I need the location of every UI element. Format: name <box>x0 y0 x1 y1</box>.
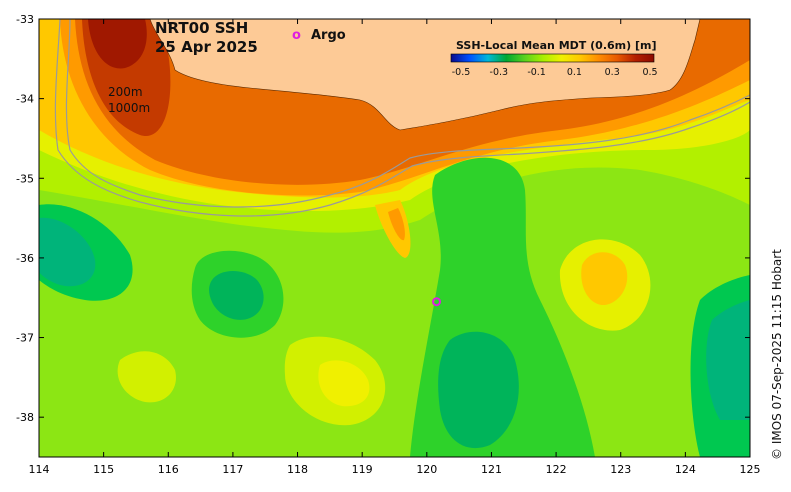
lon-tick-label: 123 <box>610 463 631 476</box>
lon-tick-label: 124 <box>675 463 696 476</box>
ssh-low-west-core <box>39 217 96 287</box>
argo-float-marker[interactable] <box>432 297 442 307</box>
contour-label-200m: 200m <box>108 85 143 99</box>
lat-tick-label: -34 <box>16 93 34 106</box>
colorbar-tick-label: -0.3 <box>490 67 509 78</box>
latitude-axis: -33 -34 -35 -36 -37 -38 <box>16 13 750 424</box>
lon-tick-label: 118 <box>287 463 308 476</box>
plot-area <box>39 19 750 457</box>
lat-tick-label: -37 <box>16 332 34 345</box>
lat-tick-label: -36 <box>16 252 34 265</box>
lon-tick-label: 115 <box>93 463 114 476</box>
ssh-high-east-core <box>581 252 628 306</box>
lon-tick-label: 117 <box>222 463 243 476</box>
argo-legend-icon: o <box>292 28 301 43</box>
colorbar-tick-label: 0.5 <box>642 67 657 78</box>
ssh-field-darkred <box>88 19 147 69</box>
colorbar <box>450 53 655 63</box>
ssh-eddy-tongue <box>375 200 411 258</box>
map-title-line1: NRT00 SSH <box>155 19 248 37</box>
colorbar-tick-label: -0.5 <box>452 67 471 78</box>
longitude-axis: 114 115 116 117 118 119 120 121 122 123 124 125 <box>29 19 761 476</box>
colorbar-tick-label: -0.1 <box>527 67 546 78</box>
lon-tick-label: 121 <box>481 463 502 476</box>
lat-tick-label: -38 <box>16 411 34 424</box>
lon-tick-label: 116 <box>158 463 179 476</box>
lon-tick-label: 125 <box>740 463 761 476</box>
ssh-low-meander-core <box>438 331 519 449</box>
lat-tick-label: -35 <box>16 172 34 185</box>
colorbar-ticks: -0.5 -0.3 -0.1 0.1 0.3 0.5 <box>452 67 658 78</box>
ssh-eddy-tongue-core <box>388 208 405 241</box>
land-australia <box>149 19 701 131</box>
ssh-high-south-core <box>318 360 370 407</box>
plot-frame <box>38 18 751 458</box>
colorbar-tick-label: 0.1 <box>567 67 582 78</box>
lon-tick-label: 122 <box>546 463 567 476</box>
argo-legend-label: Argo <box>311 28 346 43</box>
ssh-low-center-core <box>209 271 264 320</box>
lon-tick-label: 120 <box>416 463 437 476</box>
map-title-line2: 25 Apr 2025 <box>155 38 258 56</box>
imos-credit: © IMOS 07-Sep-2025 11:15 Hobart <box>770 249 784 460</box>
colorbar-title: SSH-Local Mean MDT (0.6m) [m] <box>456 39 656 52</box>
isobath-1000m <box>54 19 750 217</box>
isobath-200m <box>65 19 750 208</box>
colorbar-tick-label: 0.3 <box>605 67 620 78</box>
ssh-high-southwest <box>117 351 176 403</box>
lon-tick-label: 119 <box>352 463 373 476</box>
contour-label-1000m: 1000m <box>108 101 150 115</box>
lat-tick-label: -33 <box>16 13 34 26</box>
lon-tick-label: 114 <box>29 463 50 476</box>
ssh-low-east-core <box>706 300 750 420</box>
